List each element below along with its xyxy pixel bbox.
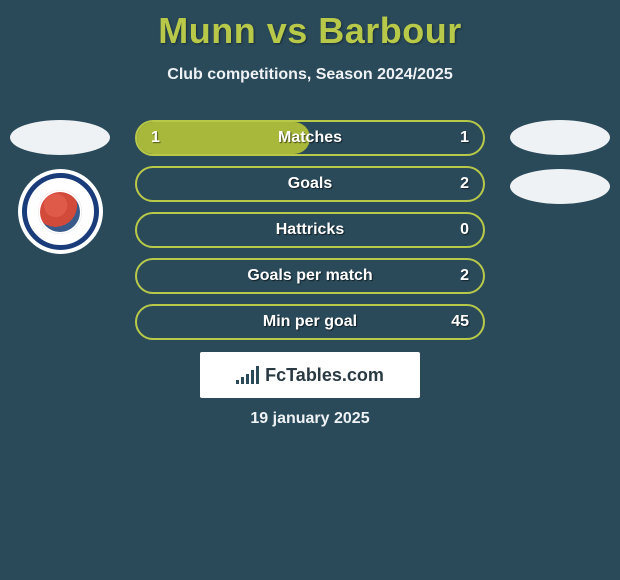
- brand-text: FcTables.com: [265, 365, 384, 386]
- bar-icon: [256, 366, 259, 384]
- bar-icon: [251, 370, 254, 384]
- stat-row: Goals per match2: [135, 258, 485, 294]
- bar-icon: [246, 374, 249, 384]
- stat-row: Goals2: [135, 166, 485, 202]
- stats-list: 1Matches1Goals2Hattricks0Goals per match…: [135, 120, 485, 340]
- stat-row: Min per goal45: [135, 304, 485, 340]
- right-player-logos: [510, 120, 610, 204]
- team-logo-placeholder: [10, 120, 110, 155]
- stat-row: 1Matches1: [135, 120, 485, 156]
- page-title: Munn vs Barbour: [0, 0, 620, 52]
- team-logo-placeholder: [510, 169, 610, 204]
- stat-right-value: 2: [460, 267, 469, 285]
- stat-label: Goals: [137, 175, 483, 193]
- club-badge: [18, 169, 103, 254]
- left-player-logos: [10, 120, 110, 254]
- bar-icon: [236, 380, 239, 384]
- stat-right-value: 2: [460, 175, 469, 193]
- stat-row: Hattricks0: [135, 212, 485, 248]
- stat-right-value: 1: [460, 129, 469, 147]
- stat-label: Min per goal: [137, 313, 483, 331]
- stat-right-value: 45: [451, 313, 469, 331]
- team-logo-placeholder: [510, 120, 610, 155]
- date-label: 19 january 2025: [0, 410, 620, 428]
- brand-box[interactable]: FcTables.com: [200, 352, 420, 398]
- stat-label: Matches: [137, 129, 483, 147]
- bar-icon: [241, 377, 244, 384]
- badge-ring: [22, 173, 99, 250]
- stat-right-value: 0: [460, 221, 469, 239]
- stat-label: Goals per match: [137, 267, 483, 285]
- subtitle: Club competitions, Season 2024/2025: [0, 66, 620, 84]
- chart-icon: [236, 366, 259, 384]
- stat-label: Hattricks: [137, 221, 483, 239]
